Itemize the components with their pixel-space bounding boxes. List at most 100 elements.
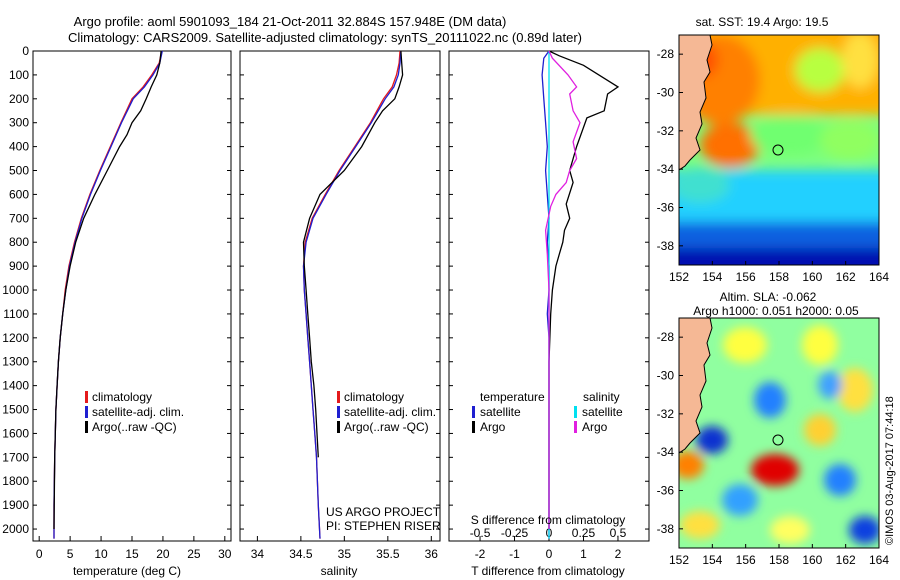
map-y-tick-label: -28 — [657, 330, 675, 344]
x-tick-label: 15 — [125, 547, 139, 561]
legend-swatch-argo — [337, 421, 340, 433]
y-tick-label: 200 — [9, 92, 29, 106]
map-y-tick-label: -30 — [657, 86, 675, 100]
legend-label-argo: Argo(..raw -QC) — [344, 420, 429, 434]
y-tick-label: 2000 — [2, 522, 29, 536]
sla-positive-anomaly — [723, 327, 767, 363]
map-y-tick-label: -32 — [657, 124, 675, 138]
sst-coldest-band — [679, 248, 879, 265]
legend-title-temperature: temperature — [480, 390, 545, 404]
y-tick-label: 800 — [9, 235, 29, 249]
map-x-tick-label: 152 — [669, 270, 689, 284]
legend-title-salinity: salinity — [583, 390, 620, 404]
map-x-tick-label: 154 — [702, 553, 722, 567]
sla-negative-anomaly — [818, 371, 842, 399]
map-x-tick-label: 164 — [869, 270, 889, 284]
temperature-axis-label: temperature (deg C) — [73, 564, 181, 578]
legend-label-satellite-adj: satellite-adj. clim. — [92, 405, 184, 419]
map-y-tick-label: -38 — [657, 522, 675, 536]
map-y-tick-label: -30 — [657, 369, 675, 383]
legend-label-s-satellite: satellite — [582, 405, 623, 419]
y-tick-label: 1000 — [2, 283, 29, 297]
sst-green-patch — [795, 48, 845, 92]
map-y-tick-label: -32 — [657, 407, 675, 421]
legend-swatch-climatology — [337, 391, 340, 403]
sla-positive-anomaly — [770, 516, 810, 544]
sla-positive-anomaly — [680, 511, 720, 539]
legend-swatch-t-argo — [472, 421, 475, 433]
legend-label-climatology: climatology — [92, 390, 152, 404]
map-x-tick-label: 160 — [802, 553, 822, 567]
map-x-tick-label: 154 — [702, 270, 722, 284]
x-tick-label: -2 — [475, 547, 486, 561]
series-line — [53, 50, 163, 539]
y-tick-label: 900 — [9, 259, 29, 273]
imos-credit: ©IMOS 03-Aug-2017 07:44:18 — [884, 396, 896, 545]
x-tick-label: 2 — [615, 547, 622, 561]
series-line — [541, 50, 550, 539]
y-tick-label: 1500 — [2, 403, 29, 417]
argo-position-marker — [772, 144, 784, 156]
y-tick-label: 1800 — [2, 474, 29, 488]
y-tick-label: 1900 — [2, 498, 29, 512]
project-line-2: PI: STEPHEN RISER — [326, 519, 441, 533]
y-tick-label: 1400 — [2, 379, 29, 393]
map-y-tick-label: -36 — [657, 201, 675, 215]
sla-negative-anomaly — [696, 426, 728, 454]
x-tick-label: 35 — [338, 547, 352, 561]
s-difference-axis-label: S difference from climatology — [471, 513, 626, 527]
legend-swatch-t-satellite — [472, 406, 475, 418]
series-line — [302, 50, 402, 539]
temperature-plot: 0 5 10 15 20 25 300100200300400500600700800900… — [2, 44, 232, 561]
series-line — [544, 50, 581, 529]
x-tick-label: 30 — [218, 547, 232, 561]
sla-map-axes: 152 154 156 158 160 162 164 -28 -30 -32 -34 -36 -38 — [657, 330, 890, 567]
s-diff-tick-label: 0.5 — [610, 526, 627, 540]
y-tick-label: 400 — [9, 140, 29, 154]
s-diff-tick-label: -0.25 — [501, 526, 529, 540]
sla-negative-anomaly — [824, 464, 856, 496]
map-x-tick-label: 152 — [669, 553, 689, 567]
sla-map-title-2: Argo h1000: 0.051 h2000: 0.05 — [693, 304, 859, 318]
sla-positive-anomaly — [679, 451, 704, 479]
map-y-tick-label: -36 — [657, 484, 675, 498]
sla-positive-anomaly — [837, 368, 873, 412]
legend-swatch-climatology — [85, 391, 88, 403]
sla-negative-anomaly — [722, 484, 758, 516]
argo-position-marker — [772, 434, 784, 446]
y-tick-label: 700 — [9, 211, 29, 225]
map-x-tick-label: 162 — [836, 270, 856, 284]
header-line-1: Argo profile: aoml 5901093_184 21-Oct-20… — [74, 14, 507, 29]
sla-negative-anomaly — [754, 382, 786, 418]
map-y-tick-label: -34 — [657, 445, 675, 459]
sla-map — [679, 318, 879, 548]
australia-land — [679, 318, 713, 454]
map-y-tick-label: -34 — [657, 162, 675, 176]
y-tick-label: 0 — [22, 44, 29, 58]
sla-field-blobs — [679, 325, 879, 544]
x-tick-label: 5 — [67, 547, 74, 561]
x-tick-label: 35.5 — [376, 547, 400, 561]
legend-label-climatology: climatology — [344, 390, 404, 404]
legend-label-t-argo: Argo — [480, 420, 506, 434]
sla-positive-anomaly — [802, 325, 838, 365]
map-x-tick-label: 164 — [869, 553, 889, 567]
y-tick-label: 600 — [9, 187, 29, 201]
series-line — [302, 50, 401, 539]
sst-map-axes: 152 154 156 158 160 162 164 -28 -30 -32 -34 -36 -38 — [657, 47, 890, 284]
sst-green-patch — [750, 115, 830, 155]
s-diff-tick-label: 0.25 — [572, 526, 596, 540]
salinity-panel-frame — [239, 50, 441, 542]
legend-swatch-satellite-adj — [337, 406, 340, 418]
y-tick-label: 300 — [9, 116, 29, 130]
sla-negative-anomaly — [849, 516, 879, 544]
legend-swatch-argo — [85, 421, 88, 433]
salinity-legend: climatology satellite-adj. clim. Argo(..… — [337, 390, 436, 434]
legend-swatch-satellite-adj — [85, 406, 88, 418]
y-tick-label: 100 — [9, 68, 29, 82]
series-line — [548, 50, 620, 529]
sst-green-patch — [842, 35, 878, 88]
y-tick-label: 1100 — [3, 307, 29, 321]
map-x-tick-label: 162 — [836, 553, 856, 567]
